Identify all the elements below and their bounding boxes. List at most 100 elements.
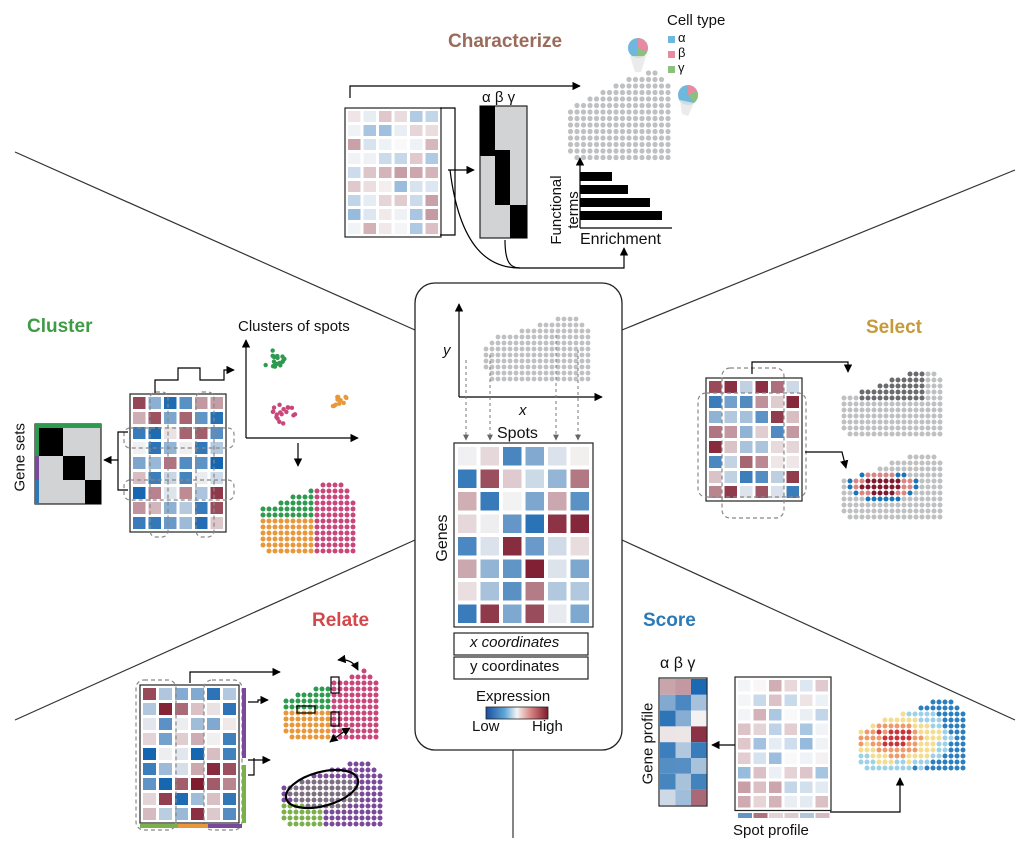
- spot: [295, 716, 301, 722]
- spot: [587, 135, 593, 141]
- spot: [931, 508, 937, 514]
- spot: [907, 389, 913, 395]
- spot: [574, 141, 580, 148]
- spot: [344, 536, 350, 542]
- cluster-axes: [104, 339, 359, 491]
- spot: [954, 729, 960, 735]
- spot: [919, 460, 925, 466]
- spot: [913, 425, 919, 431]
- matrix-cell: [410, 167, 423, 178]
- spot: [281, 785, 287, 791]
- spot: [326, 512, 332, 518]
- spot: [639, 115, 645, 122]
- spot: [543, 352, 549, 358]
- spot: [894, 765, 900, 771]
- matrix-cell: [815, 752, 828, 764]
- spot: [299, 809, 305, 815]
- spot: [307, 692, 313, 698]
- spot: [302, 506, 308, 512]
- spot: [918, 735, 924, 741]
- spot: [531, 358, 537, 364]
- spot: [495, 358, 501, 364]
- matrix-cell: [738, 723, 751, 735]
- matrix-cell: [738, 767, 751, 779]
- spot: [344, 548, 350, 554]
- spot: [343, 716, 349, 722]
- heatmap-cell: [480, 582, 499, 601]
- spot: [901, 419, 907, 425]
- matrix-cell: [148, 472, 161, 484]
- spot: [913, 371, 919, 377]
- spot: [525, 334, 531, 340]
- spot: [365, 761, 371, 767]
- spot: [317, 821, 323, 827]
- spot: [489, 346, 495, 352]
- spot: [937, 395, 943, 401]
- spot: [639, 122, 645, 128]
- heatmap-cell: [458, 537, 477, 556]
- spot: [912, 759, 918, 765]
- spot: [853, 514, 859, 520]
- spot: [341, 785, 347, 791]
- spot: [626, 128, 632, 135]
- spot: [361, 734, 367, 740]
- spot: [337, 716, 343, 722]
- spot: [525, 346, 531, 352]
- spot: [537, 322, 543, 328]
- spot: [350, 512, 356, 518]
- spot: [580, 109, 587, 115]
- characterize-tissue-spots: [567, 70, 671, 161]
- matrix-cell: [348, 153, 361, 164]
- spot: [919, 407, 925, 413]
- spot: [307, 716, 313, 722]
- spot: [365, 779, 371, 785]
- spot: [313, 716, 319, 722]
- heatmap-cell: [458, 447, 477, 466]
- spot: [883, 419, 889, 425]
- spot: [495, 376, 501, 382]
- spot: [313, 728, 319, 734]
- spot: [365, 797, 371, 803]
- spot: [871, 407, 877, 413]
- spot: [619, 141, 626, 148]
- spot: [296, 512, 302, 518]
- spot: [882, 753, 888, 759]
- spot: [858, 735, 864, 741]
- spot: [307, 698, 313, 704]
- spot: [365, 785, 371, 791]
- matrix-cell: [133, 487, 146, 499]
- spot: [537, 328, 543, 334]
- spot: [359, 803, 365, 809]
- matrix-cell: [709, 441, 722, 453]
- spot: [549, 322, 555, 328]
- spot: [311, 821, 317, 827]
- spot: [483, 364, 489, 370]
- spot: [847, 407, 853, 413]
- spot: [658, 148, 665, 154]
- matrix-cell: [771, 486, 784, 498]
- spot: [639, 141, 645, 148]
- spot: [600, 96, 606, 102]
- spot: [587, 148, 593, 154]
- spot: [329, 815, 335, 821]
- matrix-cell: [425, 167, 438, 178]
- spot: [901, 425, 907, 431]
- spot: [919, 395, 925, 401]
- spot: [361, 716, 367, 722]
- spot: [377, 779, 383, 785]
- spot: [299, 791, 305, 797]
- spot: [325, 728, 331, 734]
- spot: [853, 484, 859, 490]
- spot: [907, 401, 913, 407]
- spot: [841, 395, 847, 401]
- spot: [639, 128, 645, 135]
- spot: [652, 102, 658, 109]
- spot: [519, 370, 525, 376]
- spot: [912, 717, 918, 723]
- score-arrows: [711, 740, 905, 813]
- spot: [549, 328, 555, 334]
- heatmap-cell: [570, 447, 589, 466]
- spot: [907, 478, 913, 484]
- spot: [359, 815, 365, 821]
- spot: [606, 141, 613, 148]
